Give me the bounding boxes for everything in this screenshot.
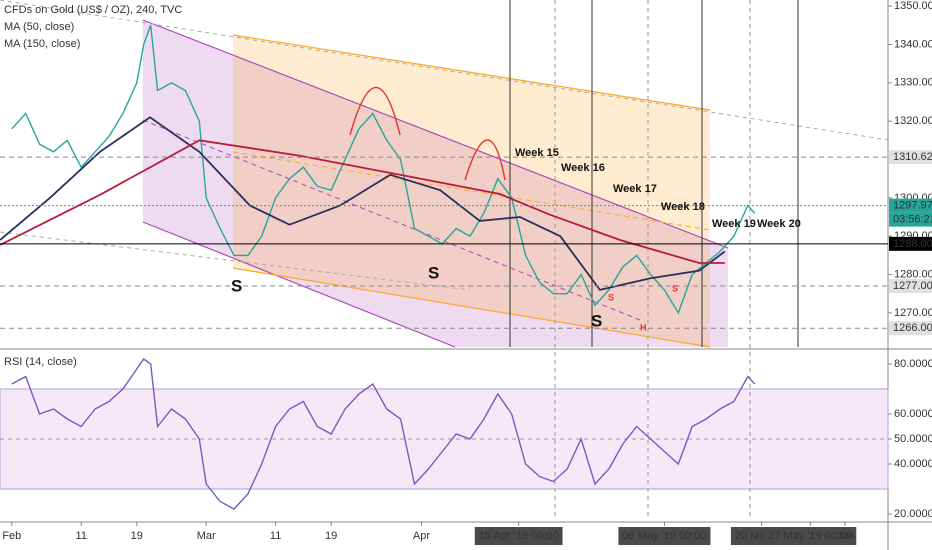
legend-title: RSI (14, close) xyxy=(4,356,77,368)
orange-channel xyxy=(233,35,710,347)
x-tick-label: 19 xyxy=(131,530,143,542)
x-tick-highlight xyxy=(764,527,857,545)
series-line xyxy=(11,25,756,315)
annotation: Week 19 xyxy=(712,218,756,230)
series-line xyxy=(0,139,725,264)
x-tick-label: 15 Apr '19 00:00 xyxy=(479,530,559,542)
level-label: 1266.00 xyxy=(893,322,932,334)
y-tick-label: 1350.00 xyxy=(894,0,932,12)
y-tick-label: 20.0000 xyxy=(894,508,932,520)
countdown: 03:56:21 xyxy=(893,214,932,226)
level-label: 1288.00 xyxy=(893,238,932,250)
annotation: S xyxy=(428,263,439,282)
channel-line xyxy=(232,34,711,111)
level-label-bg xyxy=(889,236,932,251)
annotation: Week 20 xyxy=(757,218,801,230)
countdown-bg xyxy=(889,212,932,227)
annotation: Week 17 xyxy=(613,183,657,195)
x-tick-label: 06 May '19 00:00 xyxy=(622,530,706,542)
y-tick-label: 1270.00 xyxy=(894,307,932,319)
y-tick-label: 1320.00 xyxy=(894,115,932,127)
shoulder-arc xyxy=(349,87,401,136)
x-tick-label: 19 xyxy=(325,530,337,542)
y-tick-label: 1280.00 xyxy=(894,268,932,280)
x-tick-highlight xyxy=(474,527,563,545)
channel-line xyxy=(142,19,729,249)
y-tick-label: 1330.00 xyxy=(894,77,932,89)
x-tick-label: Mar xyxy=(197,530,216,542)
level-label: 1310.62 xyxy=(893,151,932,163)
shoulder-arc xyxy=(464,139,506,181)
series-line xyxy=(11,358,756,510)
legend-entry: MA (150, close) xyxy=(4,38,80,50)
y-tick-label: 80.0000 xyxy=(894,358,932,370)
annotation: Week 15 xyxy=(515,147,559,159)
x-tick-label: Jun xyxy=(836,530,854,542)
annotation: Week 18 xyxy=(661,201,705,213)
annotation: S xyxy=(231,276,242,295)
x-tick-highlight xyxy=(618,527,711,545)
level-label-bg xyxy=(889,279,932,294)
x-tick-label: 11 xyxy=(270,530,281,542)
annotation: Week 16 xyxy=(561,162,605,174)
channel-line xyxy=(142,221,456,348)
x-tick-label: 11 xyxy=(76,530,87,542)
trend-line xyxy=(0,231,471,291)
level-label: 1277.00 xyxy=(893,280,932,292)
annotation: S xyxy=(608,292,614,302)
channel-line xyxy=(232,267,711,348)
x-tick-label: Apr xyxy=(413,530,430,542)
y-tick-label: 40.0000 xyxy=(894,458,932,470)
y-tick-label: 60.0000 xyxy=(894,408,932,420)
legend-title: CFDs on Gold (US$ / OZ), 240, TVC xyxy=(4,4,182,16)
annotation: S xyxy=(672,283,678,293)
x-tick-label: 27 May '19 00:00 xyxy=(768,530,852,542)
annotation: S xyxy=(591,311,602,330)
level-label-bg xyxy=(889,150,932,165)
x-tick-label: Feb xyxy=(2,530,21,542)
y-tick-label: 1340.00 xyxy=(894,38,932,50)
annotation: H xyxy=(640,322,647,332)
trend-line xyxy=(0,0,889,141)
legend-entry: MA (50, close) xyxy=(4,21,74,33)
y-tick-label: 50.0000 xyxy=(894,433,932,445)
level-label: 1297.97 xyxy=(893,200,932,212)
level-label-bg xyxy=(889,198,932,213)
level-label-bg xyxy=(889,321,932,336)
